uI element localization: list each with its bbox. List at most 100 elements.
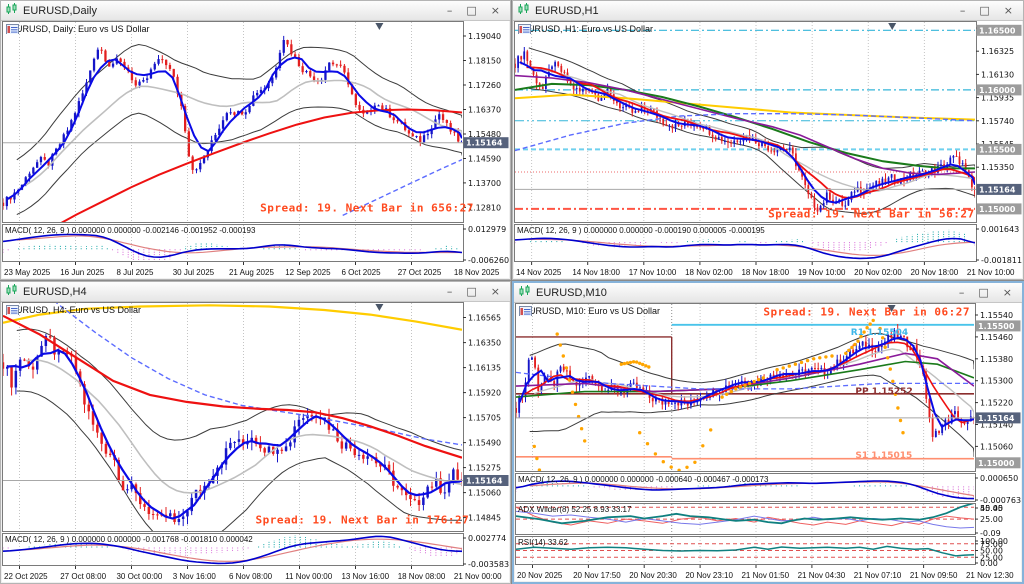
price-chart-canvas[interactable]: 1.165201.163251.161301.159351.157401.155… <box>514 21 1022 278</box>
close-button[interactable]: × <box>491 283 500 300</box>
spread-next-bar-label: Spread: 19. Next Bar in 56:27 <box>768 208 975 221</box>
time-axis-label: 20 Nov 18:00 <box>911 268 959 277</box>
window-eurusd-m10[interactable]: EURUSD,M10 – □ × 1.15540 1.15460 1.15380 1.… <box>512 281 1024 584</box>
window-eurusd-h4[interactable]: EURUSD,H4 – □ × 1.165651.163501.161351.1… <box>0 281 511 584</box>
window-title: EURUSD,H4 <box>23 286 87 298</box>
maximize-button[interactable]: □ <box>979 2 989 19</box>
svg-text:-0.006260: -0.006260 <box>468 256 509 265</box>
svg-text:1.15000: 1.15000 <box>978 459 1015 468</box>
svg-text:1.17260: 1.17260 <box>468 81 501 90</box>
time-axis-label: 20 Nov 20:30 <box>629 571 677 580</box>
pivot-pp-label: PP 1.15252 <box>855 387 912 397</box>
time-axis-label: 21 Nov 07:10 <box>854 571 902 580</box>
chart-area[interactable]: 1.190401.181501.172601.163701.154801.145… <box>2 21 509 278</box>
time-axis-label: 23 May 2025 <box>4 268 50 277</box>
macd-indicator-label: MACD( 12, 26, 9 ) 0.000000 0.000000 -0.0… <box>518 474 768 484</box>
svg-text:1.16130: 1.16130 <box>981 70 1014 79</box>
chart-area[interactable]: 1.155401.154601.153801.153001.152201.151… <box>515 303 1021 581</box>
svg-text:0.000650: 0.000650 <box>980 474 1018 483</box>
time-axis-label: 12 Sep 2025 <box>285 268 330 277</box>
svg-text:0.002774: 0.002774 <box>468 534 506 543</box>
svg-text:1.16500: 1.16500 <box>979 26 1016 35</box>
time-axis-label: 19 Nov 10:00 <box>798 268 846 277</box>
svg-text:0.00: 0.00 <box>980 559 998 568</box>
close-button[interactable]: × <box>1003 284 1012 301</box>
svg-text:45.00: 45.00 <box>980 504 1003 513</box>
macd-indicator-label: MACD( 12, 26, 9 ) 0.000000 0.000000 -0.0… <box>5 225 255 235</box>
svg-text:1.14845: 1.14845 <box>468 514 501 523</box>
svg-text:1.15164: 1.15164 <box>979 185 1016 194</box>
minimize-button[interactable]: – <box>447 2 453 19</box>
time-axis-label: 21 Nov 09:50 <box>910 571 958 580</box>
chart-symbol-label: EURUSD, Daily: Euro vs US Dollar <box>6 24 150 34</box>
minimize-button[interactable]: – <box>960 2 966 19</box>
time-axis-label: 21 Nov 00:00 <box>454 572 502 581</box>
chart-symbol-label: EURUSD, H1: Euro vs US Dollar <box>518 24 653 34</box>
svg-text:1.15275: 1.15275 <box>468 464 501 473</box>
time-axis-label: 18 Nov 18:00 <box>741 268 789 277</box>
svg-text:0.001643: 0.001643 <box>981 225 1019 234</box>
svg-text:1.15164: 1.15164 <box>978 414 1015 423</box>
macd-indicator-label: MACD( 12, 26, 9 ) 0.000000 0.000000 -0.0… <box>5 534 253 544</box>
svg-text:1.15540: 1.15540 <box>980 311 1013 320</box>
close-button[interactable]: × <box>1004 2 1013 19</box>
time-axis-label: 27 Oct 2025 <box>398 268 442 277</box>
svg-text:1.15920: 1.15920 <box>468 389 501 398</box>
svg-text:1.18150: 1.18150 <box>468 57 501 66</box>
time-axis-label: 21 Aug 2025 <box>229 268 274 277</box>
time-axis-label: 17 Nov 10:00 <box>629 268 677 277</box>
svg-text:1.15060: 1.15060 <box>980 442 1013 451</box>
time-axis-label: 27 Oct 08:00 <box>60 572 106 581</box>
svg-text:1.15350: 1.15350 <box>981 163 1014 172</box>
time-axis-label: 20 Nov 17:50 <box>573 571 621 580</box>
svg-text:1.15164: 1.15164 <box>466 477 503 486</box>
price-chart-canvas[interactable]: 1.190401.181501.172601.163701.154801.145… <box>2 21 509 278</box>
svg-text:1.16350: 1.16350 <box>468 339 501 348</box>
svg-text:1.16135: 1.16135 <box>468 364 501 373</box>
time-axis-label: 30 Jul 2025 <box>173 268 214 277</box>
svg-text:1.15000: 1.15000 <box>979 205 1016 214</box>
time-axis-label: 21 Nov 10:00 <box>967 268 1015 277</box>
time-axis-label: 11 Nov 00:00 <box>285 572 332 581</box>
svg-text:-0.003583: -0.003583 <box>468 560 509 569</box>
minimize-button[interactable]: – <box>447 283 453 300</box>
chart-area[interactable]: 1.165651.163501.161351.159201.157051.154… <box>2 302 509 582</box>
maximize-button[interactable]: □ <box>466 2 476 19</box>
svg-text:25.00: 25.00 <box>980 515 1003 524</box>
time-axis-label: 20 Nov 2025 <box>517 571 562 580</box>
chart-area[interactable]: 1.165201.163251.161301.159351.157401.155… <box>514 21 1022 278</box>
time-axis-label: 16 Jun 2025 <box>60 268 104 277</box>
rsi-indicator-label: RSI(14) 33.62 <box>518 537 568 547</box>
svg-text:1.15164: 1.15164 <box>466 139 503 148</box>
chart-symbol-label: EURUSD, H4: Euro vs US Dollar <box>6 305 141 315</box>
time-axis-label: 21 Nov 01:50 <box>741 571 789 580</box>
titlebar[interactable]: EURUSD,H4 – □ × <box>1 282 510 302</box>
pivot-r1-label: R1 1.15504 <box>851 328 908 338</box>
titlebar[interactable]: EURUSD,Daily – □ × <box>1 1 510 21</box>
svg-text:1.15500: 1.15500 <box>979 145 1016 154</box>
window-title: EURUSD,M10 <box>536 287 607 299</box>
svg-text:1.15380: 1.15380 <box>980 355 1013 364</box>
maximize-button[interactable]: □ <box>978 284 988 301</box>
svg-text:1.14590: 1.14590 <box>468 155 501 164</box>
price-chart-canvas[interactable]: 1.155401.154601.153801.153001.152201.151… <box>515 303 1021 581</box>
window-eurusd-daily[interactable]: EURUSD,Daily – □ × 1.19040 1.18150 1.17260… <box>0 0 511 280</box>
svg-text:1.19040: 1.19040 <box>468 32 501 41</box>
close-button[interactable]: × <box>491 2 500 19</box>
titlebar[interactable]: EURUSD,M10 – □ × <box>514 283 1022 303</box>
svg-text:1.16325: 1.16325 <box>981 47 1014 56</box>
symbol-icon <box>517 2 531 20</box>
time-axis-label: 20 Nov 23:10 <box>685 571 733 580</box>
svg-text:-0.001811: -0.001811 <box>981 256 1022 265</box>
svg-text:1.16000: 1.16000 <box>979 86 1016 95</box>
svg-text:1.15740: 1.15740 <box>981 117 1014 126</box>
svg-text:1.15220: 1.15220 <box>980 399 1013 408</box>
time-axis-label: 8 Jul 2025 <box>116 268 153 277</box>
window-eurusd-h1[interactable]: EURUSD,H1 – □ × 1.165201.163251.161301.1… <box>512 0 1024 280</box>
maximize-button[interactable]: □ <box>466 283 476 300</box>
minimize-button[interactable]: – <box>959 284 965 301</box>
time-axis-label: 18 Nov 08:00 <box>398 572 446 581</box>
time-axis-label: 21 Nov 04:30 <box>798 571 846 580</box>
titlebar[interactable]: EURUSD,H1 – □ × <box>513 1 1023 21</box>
svg-text:1.15460: 1.15460 <box>980 333 1013 342</box>
